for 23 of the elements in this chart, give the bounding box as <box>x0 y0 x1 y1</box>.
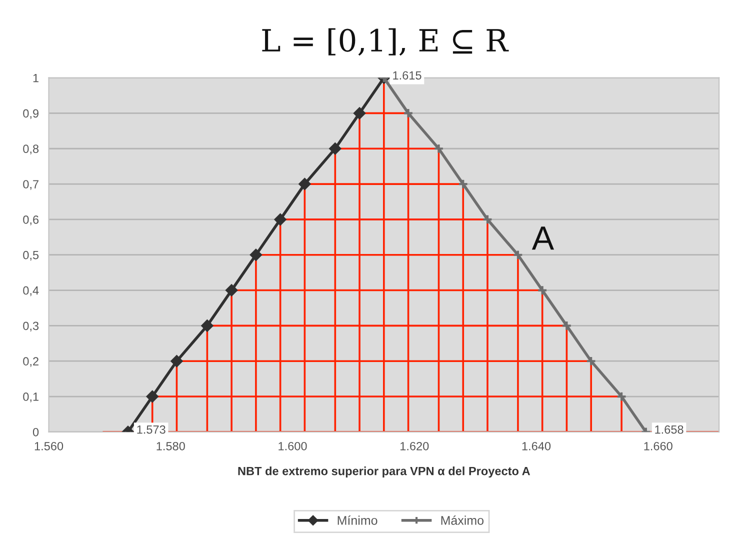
y-tick-label: 0,8 <box>23 144 39 154</box>
y-tick-label: 1 <box>33 74 38 82</box>
legend-label: Máximo <box>441 516 484 525</box>
y-tick-label: 0,6 <box>23 215 39 226</box>
y-tick-label: 0,5 <box>23 250 39 261</box>
x-tick-label: 1.560 <box>34 442 64 450</box>
x-tick-label: 1.580 <box>156 442 185 450</box>
annotation: 1.615 <box>393 71 422 80</box>
legend-label: Mínimo <box>338 516 378 525</box>
annotation: 1.658 <box>655 425 684 434</box>
y-tick-label: 0,9 <box>23 109 38 119</box>
y-tick-label: 0,1 <box>23 392 38 402</box>
y-tick-label: 0,3 <box>23 322 39 332</box>
x-axis-title: NBT de extremo superior para VPN α del Proyecto A <box>238 466 530 478</box>
x-tick-label: 1.620 <box>400 442 429 450</box>
y-tick-label: 0,2 <box>23 357 38 367</box>
x-tick-label: 1.660 <box>644 442 672 450</box>
y-tick-label: 0 <box>32 428 39 436</box>
x-tick-label: 1.600 <box>278 442 307 450</box>
x-tick-label: 1.640 <box>522 442 551 450</box>
y-tick-label: 0,4 <box>23 286 39 296</box>
chart-title: L = [0,1], E ⊆ R <box>262 28 509 56</box>
y-tick-label: 0,7 <box>23 180 38 190</box>
